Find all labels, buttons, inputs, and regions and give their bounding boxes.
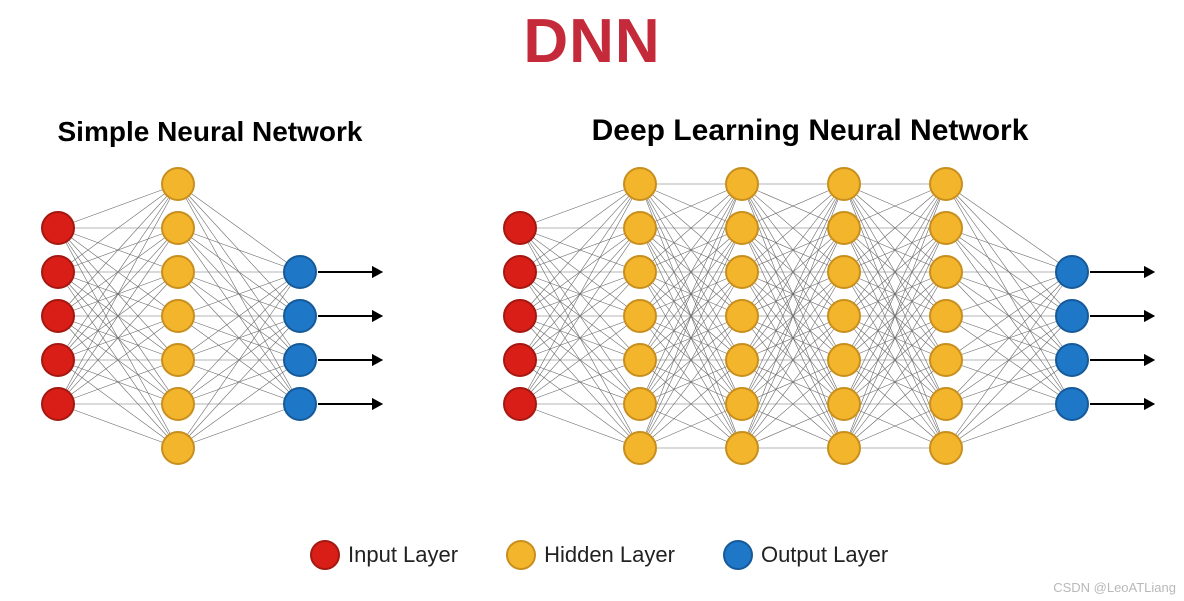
edge bbox=[520, 184, 640, 316]
hidden-node bbox=[726, 212, 758, 244]
hidden-node bbox=[930, 212, 962, 244]
edge bbox=[946, 316, 1072, 448]
hidden-node bbox=[930, 256, 962, 288]
hidden-node bbox=[726, 168, 758, 200]
hidden-node bbox=[624, 300, 656, 332]
input-node bbox=[42, 212, 74, 244]
hidden-node bbox=[828, 300, 860, 332]
legend-dot-output bbox=[723, 540, 753, 570]
legend-label-hidden: Hidden Layer bbox=[544, 542, 675, 568]
hidden-node bbox=[828, 388, 860, 420]
hidden-node bbox=[624, 168, 656, 200]
hidden-node bbox=[726, 344, 758, 376]
output-node bbox=[1056, 344, 1088, 376]
output-node bbox=[284, 388, 316, 420]
edge bbox=[946, 228, 1072, 272]
hidden-node bbox=[828, 168, 860, 200]
network-diagram bbox=[0, 0, 1184, 601]
hidden-node bbox=[828, 344, 860, 376]
hidden-node bbox=[930, 432, 962, 464]
legend-dot-input bbox=[310, 540, 340, 570]
hidden-node bbox=[930, 168, 962, 200]
input-node bbox=[504, 300, 536, 332]
hidden-node bbox=[162, 388, 194, 420]
hidden-node bbox=[624, 388, 656, 420]
output-arrow-head bbox=[1144, 354, 1155, 366]
edge bbox=[520, 184, 640, 228]
output-node bbox=[284, 256, 316, 288]
hidden-node bbox=[624, 344, 656, 376]
hidden-node bbox=[162, 168, 194, 200]
input-node bbox=[42, 300, 74, 332]
hidden-node bbox=[828, 432, 860, 464]
legend: Input Layer Hidden Layer Output Layer bbox=[310, 540, 888, 570]
legend-item-output: Output Layer bbox=[723, 540, 888, 570]
edge bbox=[946, 184, 1072, 272]
output-arrow-head bbox=[372, 354, 383, 366]
output-node bbox=[1056, 256, 1088, 288]
output-arrow-head bbox=[372, 310, 383, 322]
hidden-node bbox=[624, 432, 656, 464]
watermark: CSDN @LeoATLiang bbox=[1053, 580, 1176, 595]
edge bbox=[58, 184, 178, 316]
output-node bbox=[284, 344, 316, 376]
hidden-node bbox=[726, 300, 758, 332]
output-arrow-head bbox=[372, 266, 383, 278]
output-node bbox=[284, 300, 316, 332]
edge bbox=[946, 404, 1072, 448]
output-arrow-head bbox=[372, 398, 383, 410]
output-node bbox=[1056, 388, 1088, 420]
hidden-node bbox=[162, 300, 194, 332]
legend-item-input: Input Layer bbox=[310, 540, 458, 570]
hidden-node bbox=[162, 212, 194, 244]
hidden-node bbox=[162, 256, 194, 288]
output-arrow-head bbox=[1144, 266, 1155, 278]
edge bbox=[178, 184, 300, 272]
input-node bbox=[504, 212, 536, 244]
output-arrow-head bbox=[1144, 398, 1155, 410]
hidden-node bbox=[624, 256, 656, 288]
input-node bbox=[42, 256, 74, 288]
hidden-node bbox=[624, 212, 656, 244]
hidden-node bbox=[726, 256, 758, 288]
input-node bbox=[504, 344, 536, 376]
edge bbox=[178, 404, 300, 448]
input-node bbox=[42, 388, 74, 420]
legend-dot-hidden bbox=[506, 540, 536, 570]
hidden-node bbox=[162, 344, 194, 376]
edge bbox=[58, 404, 178, 448]
hidden-node bbox=[930, 388, 962, 420]
edge bbox=[58, 184, 178, 404]
hidden-node bbox=[726, 388, 758, 420]
hidden-node bbox=[930, 300, 962, 332]
input-node bbox=[504, 256, 536, 288]
hidden-node bbox=[726, 432, 758, 464]
output-node bbox=[1056, 300, 1088, 332]
hidden-node bbox=[828, 212, 860, 244]
input-node bbox=[42, 344, 74, 376]
legend-item-hidden: Hidden Layer bbox=[506, 540, 675, 570]
edge bbox=[58, 184, 178, 228]
edge bbox=[520, 404, 640, 448]
edge bbox=[178, 316, 300, 448]
input-node bbox=[504, 388, 536, 420]
legend-label-output: Output Layer bbox=[761, 542, 888, 568]
hidden-node bbox=[828, 256, 860, 288]
legend-label-input: Input Layer bbox=[348, 542, 458, 568]
hidden-node bbox=[162, 432, 194, 464]
output-arrow-head bbox=[1144, 310, 1155, 322]
hidden-node bbox=[930, 344, 962, 376]
edge bbox=[520, 184, 640, 404]
edge bbox=[178, 228, 300, 272]
